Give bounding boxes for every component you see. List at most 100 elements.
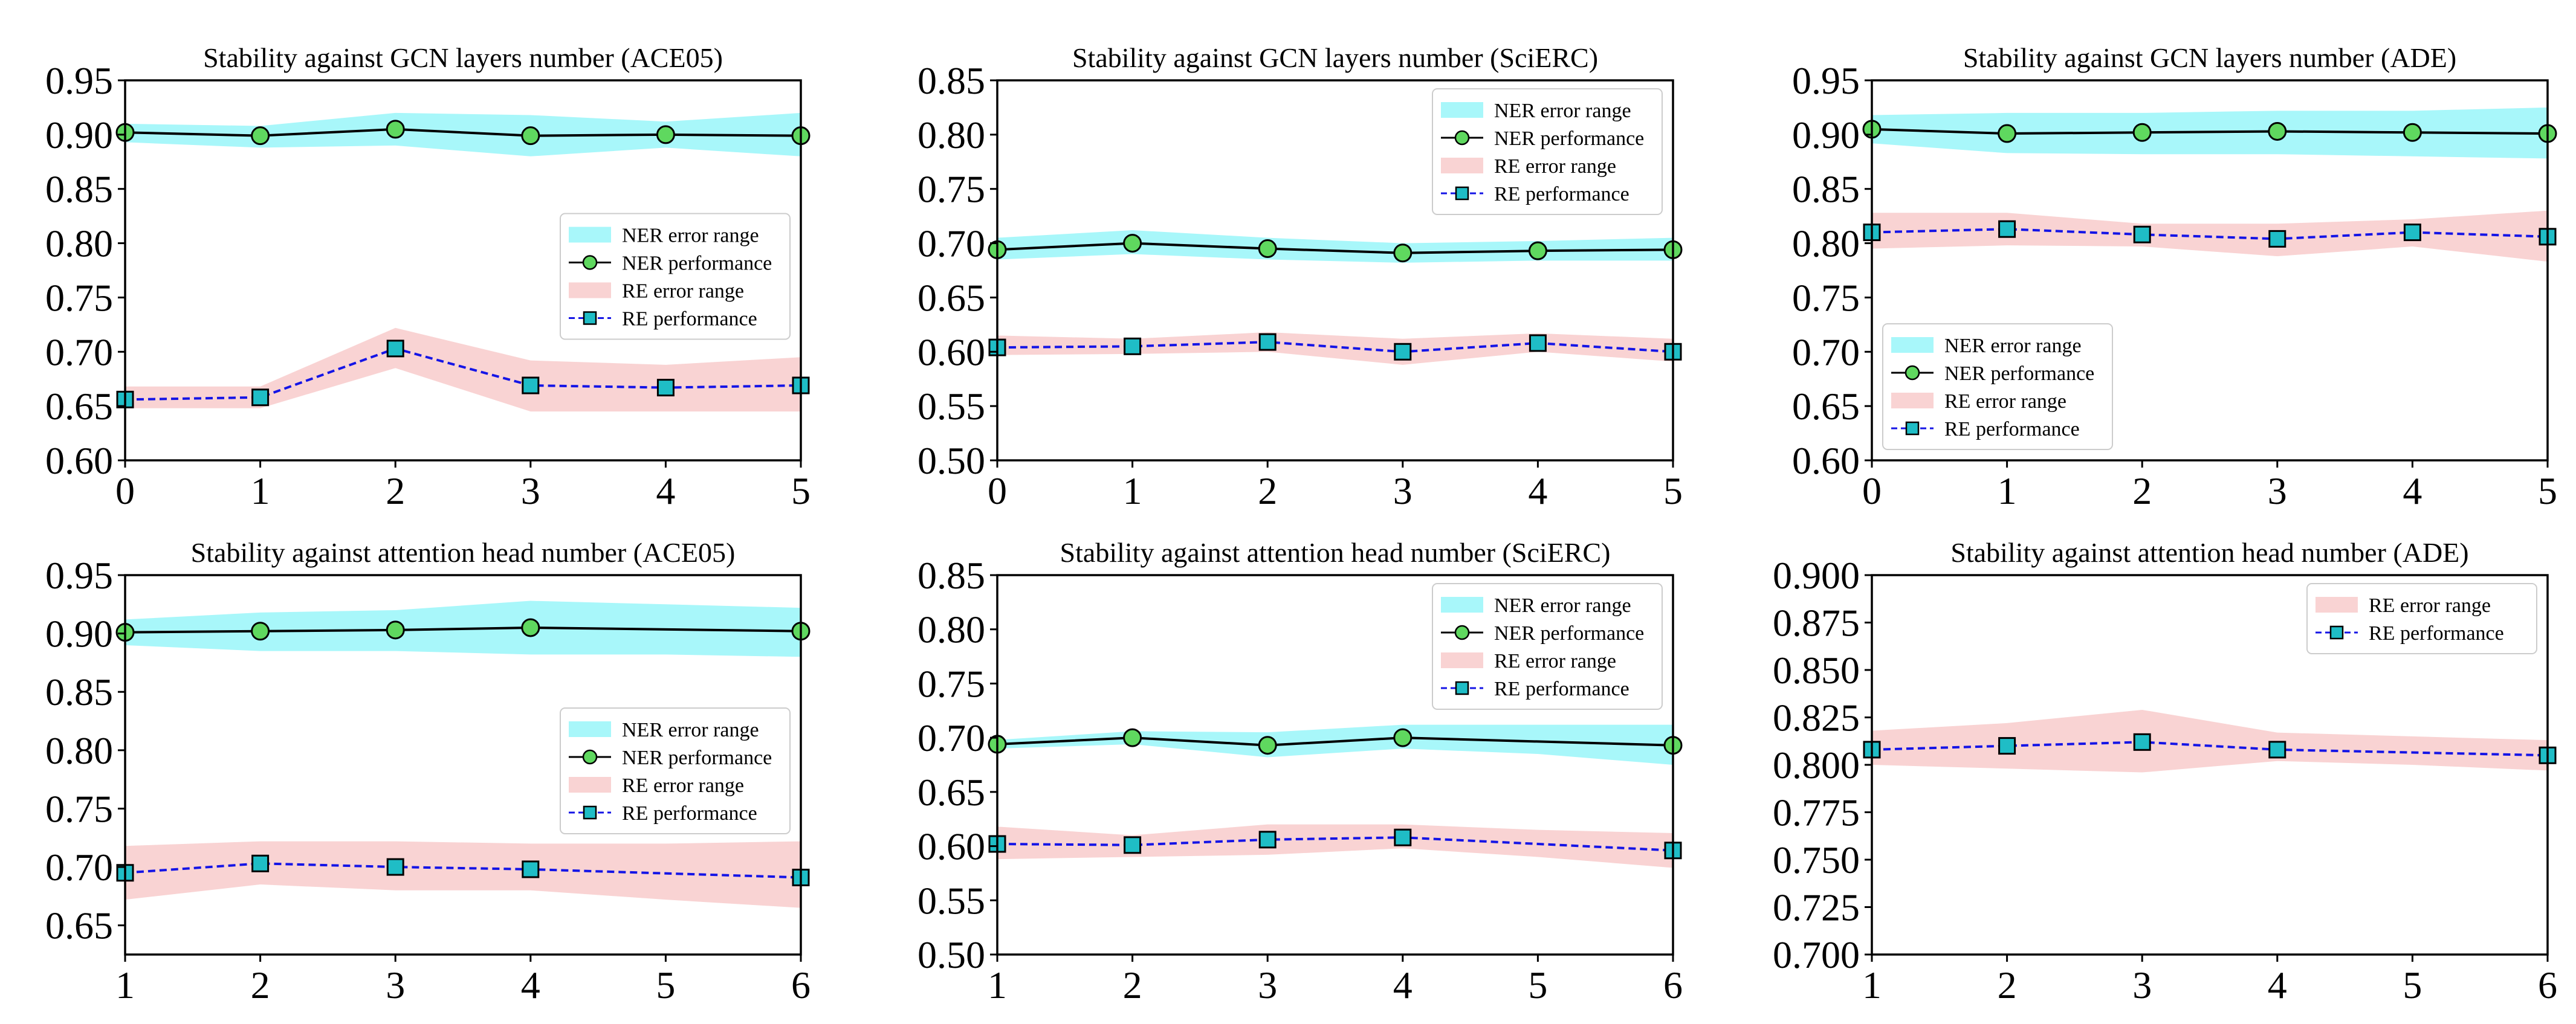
point-ner-performance <box>1258 239 1277 259</box>
legend-marker <box>1454 130 1470 146</box>
point-re-performance <box>2133 733 2151 751</box>
band-re-error-range <box>125 327 801 412</box>
y-tick-label: 0.95 <box>1792 59 1860 102</box>
point-re-performance <box>386 858 404 876</box>
legend-label: NER error range <box>622 225 759 247</box>
x-tick-label: 0 <box>1862 469 1882 512</box>
legend-label: RE error range <box>1944 390 2066 413</box>
legend-label: RE error range <box>622 774 744 797</box>
series-line-ner-performance <box>125 127 801 137</box>
x-tick-label: 6 <box>1663 964 1683 1006</box>
point-ner-performance <box>1528 241 1547 260</box>
y-tick-label: 0.75 <box>917 168 985 211</box>
legend-label: NER error range <box>1944 335 2082 357</box>
legend-marker <box>583 311 597 325</box>
y-tick-label: 0.50 <box>917 933 985 976</box>
x-tick-label: 4 <box>2268 964 2287 1006</box>
x-tick-label: 1 <box>1998 469 2017 512</box>
legend-label: RE performance <box>1494 183 1629 205</box>
y-tick-label: 0.775 <box>1773 791 1860 834</box>
x-tick-label: 5 <box>2403 964 2422 1006</box>
y-tick-label: 0.850 <box>1773 649 1860 692</box>
x-tick-label: 4 <box>1528 469 1547 512</box>
chart-title: Stability against GCN layers number (Sci… <box>1072 42 1598 73</box>
y-tick-label: 0.85 <box>1792 168 1860 211</box>
legend-swatch <box>1441 652 1483 668</box>
legend-label: RE error range <box>2369 594 2491 617</box>
legend-marker <box>583 805 597 820</box>
legend-swatch <box>1891 393 1934 408</box>
plot-area <box>1872 709 2548 773</box>
point-re-performance <box>2403 224 2421 242</box>
x-tick-label: 2 <box>1258 469 1277 512</box>
point-re-performance <box>1998 737 2016 755</box>
y-tick-label: 0.85 <box>45 671 113 713</box>
band-ner-error-range <box>997 230 1673 263</box>
y-tick-label: 0.75 <box>917 662 985 705</box>
y-tick-label: 0.85 <box>45 168 113 211</box>
chart-title: Stability against attention head number … <box>1950 537 2468 568</box>
series-line-ner-performance <box>1872 127 2548 135</box>
legend-label: NER error range <box>1494 100 1631 122</box>
y-tick-label: 0.90 <box>1792 114 1860 156</box>
y-tick-label: 0.875 <box>1773 602 1860 645</box>
legend-label: NER error range <box>1494 594 1631 617</box>
legend-label: RE performance <box>622 802 757 825</box>
legend-swatch <box>569 282 611 298</box>
legend-marker <box>2329 625 2344 640</box>
band-re-error-range <box>997 332 1673 365</box>
series-line-re-performance <box>1872 228 2548 240</box>
x-tick-label: 5 <box>656 964 675 1006</box>
band-re-error-range <box>997 824 1673 868</box>
series-line-ner-performance <box>997 242 1673 254</box>
point-ner-performance <box>1123 234 1142 253</box>
y-tick-label: 0.65 <box>917 771 985 814</box>
band-ner-error-range <box>997 724 1673 765</box>
legend-label: RE performance <box>622 308 757 330</box>
y-tick-label: 0.70 <box>45 846 113 889</box>
y-tick-label: 0.65 <box>1792 385 1860 428</box>
legend-marker <box>1904 365 1920 381</box>
point-ner-performance <box>386 120 405 139</box>
x-tick-label: 5 <box>1663 469 1683 512</box>
point-ner-performance <box>2403 123 2422 142</box>
legend-label: RE error range <box>622 280 744 303</box>
x-tick-label: 1 <box>1862 964 1882 1006</box>
x-tick-label: 2 <box>251 964 270 1006</box>
point-re-performance <box>251 854 270 872</box>
legend-swatch <box>569 721 611 737</box>
point-re-performance <box>1394 343 1412 361</box>
y-tick-label: 0.85 <box>917 59 985 102</box>
y-tick-label: 0.70 <box>1792 330 1860 373</box>
point-re-performance <box>1124 337 1142 355</box>
x-tick-label: 2 <box>1998 964 2017 1006</box>
x-tick-label: 0 <box>115 469 135 512</box>
legend-label: RE error range <box>1494 650 1616 672</box>
legend-swatch <box>569 777 611 793</box>
point-re-performance <box>1124 836 1142 854</box>
legend-swatch <box>1891 337 1934 353</box>
series-line-re-performance <box>125 347 801 401</box>
point-re-performance <box>656 379 675 397</box>
y-tick-label: 0.60 <box>45 439 113 482</box>
legend-swatch <box>1441 102 1483 118</box>
legend-box <box>1882 323 2113 450</box>
y-tick-label: 0.80 <box>1792 222 1860 265</box>
series-line-re-performance <box>997 341 1673 353</box>
axes-frame <box>124 574 802 956</box>
chart-title: Stability against GCN layers number (ACE… <box>203 42 723 73</box>
chart-panel-2: 0 1 2 3 4 5 0.50 0.55 0.60 0.65 0.70 0.75 0.80 0.85 St… <box>917 42 1683 512</box>
y-tick-label: 0.65 <box>45 385 113 428</box>
legend-swatch <box>1441 597 1483 613</box>
axes-frame <box>996 574 1674 956</box>
y-tick-label: 0.70 <box>45 330 113 373</box>
point-ner-performance <box>1123 728 1142 747</box>
point-re-performance <box>1998 220 2016 238</box>
legend: NER error range NER performance RE error r… <box>560 707 791 834</box>
y-tick-label: 0.60 <box>917 330 985 373</box>
y-tick-label: 0.725 <box>1773 886 1860 929</box>
y-tick-label: 0.65 <box>45 904 113 947</box>
y-tick-label: 0.750 <box>1773 839 1860 881</box>
